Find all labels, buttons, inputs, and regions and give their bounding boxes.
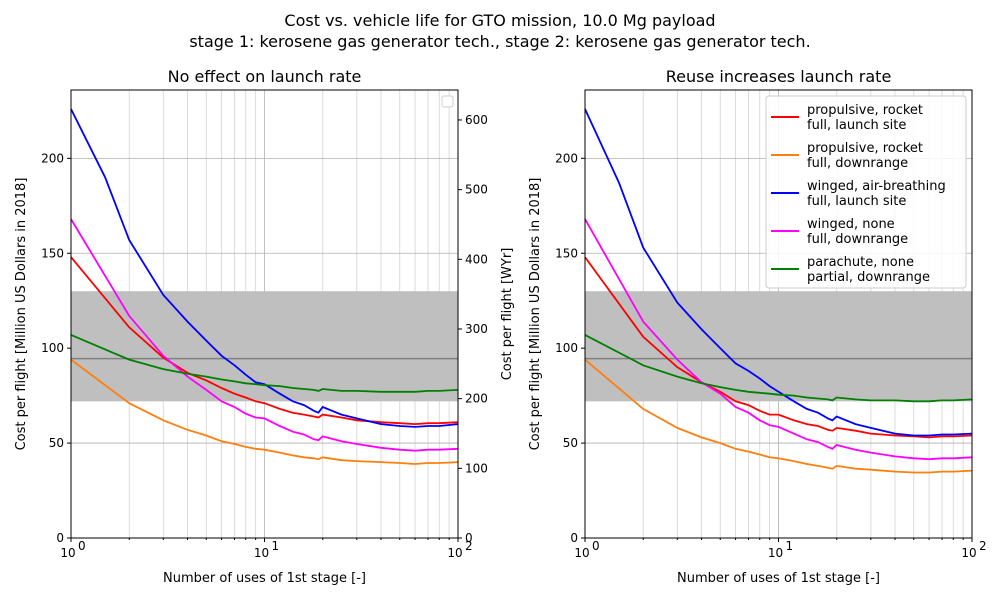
x-axis-label: Number of uses of 1st stage [-]	[677, 571, 880, 586]
legend-entry-5: partial, downrange	[807, 270, 930, 285]
y2-tick-label: 400	[465, 252, 488, 266]
y2-tick-label: 500	[465, 183, 488, 197]
y-axis-label: Cost per flight [Million US Dollars in 2…	[528, 178, 543, 451]
series-line-3	[70, 108, 459, 428]
figure-title-line1: Cost vs. vehicle life for GTO mission, 1…	[284, 11, 715, 30]
legend-entry-2: propulsive, rocket	[807, 141, 923, 156]
x-tick-exponent: 0	[78, 539, 86, 553]
x-tick-label: 10	[961, 546, 976, 560]
y-tick-label: 150	[555, 246, 578, 260]
y-tick-label: 0	[56, 531, 64, 545]
legend-entry-1: full, launch site	[807, 118, 906, 133]
y-tick-label: 50	[49, 436, 64, 450]
series-line-2	[70, 358, 459, 465]
y-tick-label: 200	[555, 151, 578, 165]
y-tick-label: 50	[563, 436, 578, 450]
series-line-1	[70, 256, 459, 426]
panel-title: Reuse increases launch rate	[666, 67, 892, 86]
legend-entry-1: propulsive, rocket	[807, 103, 923, 118]
series-line-3	[584, 108, 973, 437]
y2-axis-label: Cost per flight [WYr]	[500, 248, 515, 381]
y2-tick-label: 600	[465, 113, 488, 127]
x-tick-label: 10	[60, 546, 75, 560]
series-line-5	[70, 334, 459, 393]
legend-box	[765, 95, 967, 289]
legend-entry-3: full, launch site	[807, 194, 906, 209]
x-axis-label: Number of uses of 1st stage [-]	[163, 571, 366, 586]
series-line-4	[70, 218, 459, 452]
y-tick-label: 0	[570, 531, 578, 545]
x-tick-exponent: 1	[272, 539, 280, 553]
x-tick-label: 10	[447, 546, 462, 560]
series-line-1	[584, 256, 973, 439]
y2-tick-label: 100	[465, 461, 488, 475]
y-tick-label: 100	[41, 341, 64, 355]
legend-entry-4: full, downrange	[807, 232, 908, 247]
y-tick-label: 150	[41, 246, 64, 260]
y-axis-label: Cost per flight [Million US Dollars in 2…	[14, 178, 29, 451]
target-cost-band	[71, 291, 458, 402]
target-cost-band	[585, 291, 972, 402]
x-tick-exponent: 2	[979, 539, 987, 553]
empty-legend-box	[441, 95, 454, 108]
x-tick-label: 10	[574, 546, 589, 560]
y-tick-label: 100	[555, 341, 578, 355]
panel-title: No effect on launch rate	[168, 67, 362, 86]
x-tick-label: 10	[254, 546, 269, 560]
series-line-5	[584, 334, 973, 403]
legend-entry-3: winged, air-breathing	[807, 179, 946, 194]
figure-title-line2: stage 1: kerosene gas generator tech., s…	[189, 32, 810, 51]
series-line-4	[584, 218, 973, 461]
y2-tick-label: 200	[465, 392, 488, 406]
y2-tick-label: 0	[465, 531, 473, 545]
legend-entry-4: winged, none	[807, 217, 895, 232]
x-tick-exponent: 0	[592, 539, 600, 553]
legend-entry-2: full, downrange	[807, 156, 908, 171]
x-tick-exponent: 1	[786, 539, 794, 553]
y2-tick-label: 300	[465, 322, 488, 336]
legend-entry-5: parachute, none	[807, 255, 914, 270]
x-tick-exponent: 2	[465, 539, 473, 553]
x-tick-label: 10	[768, 546, 783, 560]
series-line-2	[584, 358, 973, 474]
y-tick-label: 200	[41, 151, 64, 165]
